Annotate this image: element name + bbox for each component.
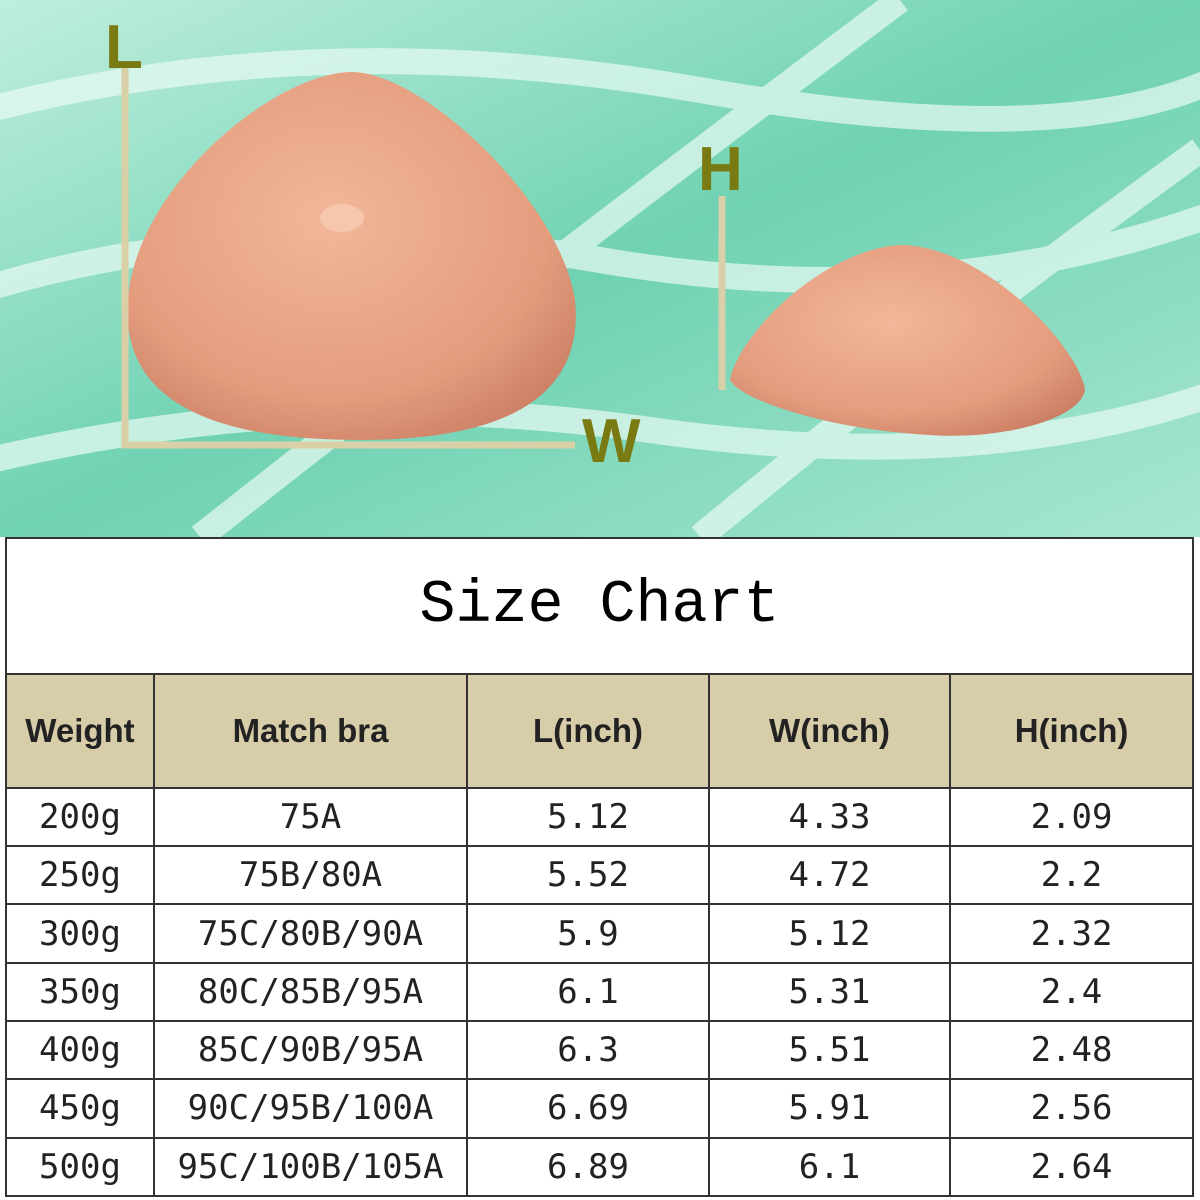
table-row: 300g 75C/80B/90A 5.9 5.12 2.32 bbox=[5, 903, 1195, 964]
table-cell: 75A bbox=[153, 786, 468, 848]
table-cell: 5.9 bbox=[466, 903, 710, 964]
table-cell: 5.51 bbox=[708, 1020, 951, 1081]
size-table: Size Chart Weight Match bra L(inch) W(inch)… bbox=[4, 536, 1195, 1198]
height-label: H bbox=[698, 135, 743, 204]
table-cell: 400g bbox=[5, 1020, 155, 1081]
column-header: H(inch) bbox=[948, 673, 1195, 789]
table-row: 200g 75A 5.12 4.33 2.09 bbox=[5, 786, 1195, 848]
header-row: Weight Match bra L(inch) W(inch) H(inch) bbox=[5, 673, 1195, 789]
column-header: Weight bbox=[5, 673, 155, 789]
table-cell: 6.1 bbox=[708, 1136, 951, 1198]
table-cell: 2.09 bbox=[948, 786, 1195, 848]
table-cell: 80C/85B/95A bbox=[153, 961, 468, 1023]
column-header: L(inch) bbox=[466, 673, 710, 789]
table-cell: 2.32 bbox=[948, 903, 1195, 964]
table-cell: 5.91 bbox=[708, 1078, 951, 1139]
table-row: 250g 75B/80A 5.52 4.72 2.2 bbox=[5, 845, 1195, 906]
table-cell: 6.69 bbox=[466, 1078, 710, 1139]
table-cell: 6.89 bbox=[466, 1136, 710, 1198]
table-cell: 300g bbox=[5, 903, 155, 964]
table-cell: 4.33 bbox=[708, 786, 951, 848]
table-cell: 5.52 bbox=[466, 845, 710, 906]
length-label: L bbox=[105, 13, 143, 82]
table-cell: 4.72 bbox=[708, 845, 951, 906]
table-cell: 2.56 bbox=[948, 1078, 1195, 1139]
table-cell: 90C/95B/100A bbox=[153, 1078, 468, 1139]
table-cell: 95C/100B/105A bbox=[153, 1136, 468, 1198]
table-row: 500g 95C/100B/105A 6.89 6.1 2.64 bbox=[5, 1136, 1195, 1198]
column-header: Match bra bbox=[153, 673, 468, 789]
table-cell: 450g bbox=[5, 1078, 155, 1139]
table-cell: 2.2 bbox=[948, 845, 1195, 906]
table-cell: 500g bbox=[5, 1136, 155, 1198]
table-row: 450g 90C/95B/100A 6.69 5.91 2.56 bbox=[5, 1078, 1195, 1139]
table-cell: 2.4 bbox=[948, 961, 1195, 1023]
table-cell: 2.64 bbox=[948, 1136, 1195, 1198]
table-cell: 75B/80A bbox=[153, 845, 468, 906]
table-cell: 5.31 bbox=[708, 961, 951, 1023]
table-cell: 6.1 bbox=[466, 961, 710, 1023]
table-cell: 75C/80B/90A bbox=[153, 903, 468, 964]
table-cell: 6.3 bbox=[466, 1020, 710, 1081]
table-cell: 250g bbox=[5, 845, 155, 906]
column-header: W(inch) bbox=[708, 673, 951, 789]
table-title: Size Chart bbox=[4, 536, 1195, 676]
table-cell: 2.48 bbox=[948, 1020, 1195, 1081]
width-label: W bbox=[582, 407, 641, 476]
table-cell: 5.12 bbox=[708, 903, 951, 964]
table-cell: 5.12 bbox=[466, 786, 710, 848]
table-cell: 85C/90B/95A bbox=[153, 1020, 468, 1081]
product-image: L H W bbox=[0, 0, 1200, 537]
table-cell: 350g bbox=[5, 961, 155, 1023]
table-row: 400g 85C/90B/95A 6.3 5.51 2.48 bbox=[5, 1020, 1195, 1081]
table-row: 350g 80C/85B/95A 6.1 5.31 2.4 bbox=[5, 961, 1195, 1023]
table-cell: 200g bbox=[5, 786, 155, 848]
